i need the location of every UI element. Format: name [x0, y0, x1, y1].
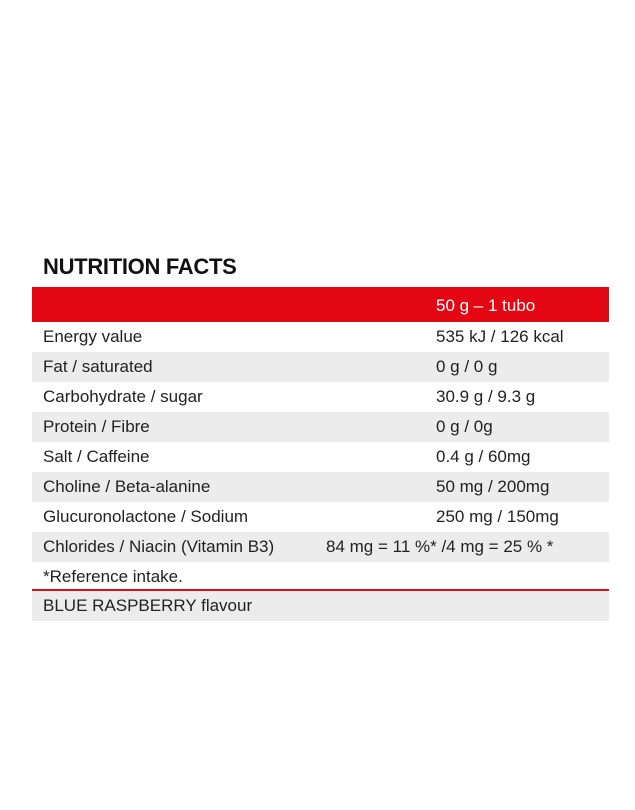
row-label: Fat / saturated: [43, 357, 153, 376]
serving-size: 50 g – 1 tubo: [436, 296, 536, 315]
row-label: Protein / Fibre: [43, 417, 150, 436]
footnote: *Reference intake.: [43, 567, 183, 586]
page-title: NUTRITION FACTS: [43, 254, 237, 279]
table-row: Protein / Fibre 0 g / 0g: [32, 412, 609, 442]
row-value: 0 g / 0g: [436, 417, 493, 436]
row-label: Carbohydrate / sugar: [43, 387, 203, 406]
table-row: Glucuronolactone / Sodium 250 mg / 150mg: [32, 502, 609, 532]
footnote-row: *Reference intake.: [32, 562, 609, 589]
nutrition-table: 50 g – 1 tubo Energy value 535 kJ / 126 k…: [32, 287, 609, 621]
row-value: 0 g / 0 g: [436, 357, 498, 376]
table-row: Choline / Beta-alanine 50 mg / 200mg: [32, 472, 609, 502]
flavour-row: BLUE RASPBERRY flavour: [32, 591, 609, 621]
row-value: 84 mg = 11 %* /4 mg = 25 % *: [326, 537, 554, 556]
row-label: Choline / Beta-alanine: [43, 477, 211, 496]
row-label: Energy value: [43, 327, 143, 346]
row-value: 535 kJ / 126 kcal: [436, 327, 564, 346]
row-label: Glucuronolactone / Sodium: [43, 507, 249, 526]
row-label: Salt / Caffeine: [43, 447, 150, 466]
row-value: 50 mg / 200mg: [436, 477, 550, 496]
table-row: Energy value 535 kJ / 126 kcal: [32, 322, 609, 352]
table-row: Carbohydrate / sugar 30.9 g / 9.3 g: [32, 382, 609, 412]
table-row: Chlorides / Niacin (Vitamin B3) 84 mg = 1…: [32, 532, 609, 562]
row-value: 250 mg / 150mg: [436, 507, 559, 526]
table-header: 50 g – 1 tubo: [32, 287, 609, 322]
divider: [32, 589, 609, 591]
row-value: 30.9 g / 9.3 g: [436, 387, 536, 406]
table-row: Fat / saturated 0 g / 0 g: [32, 352, 609, 382]
row-value: 0.4 g / 60mg: [436, 447, 531, 466]
flavour: BLUE RASPBERRY flavour: [43, 596, 253, 615]
table-row: Salt / Caffeine 0.4 g / 60mg: [32, 442, 609, 472]
row-label: Chlorides / Niacin (Vitamin B3): [43, 537, 275, 556]
